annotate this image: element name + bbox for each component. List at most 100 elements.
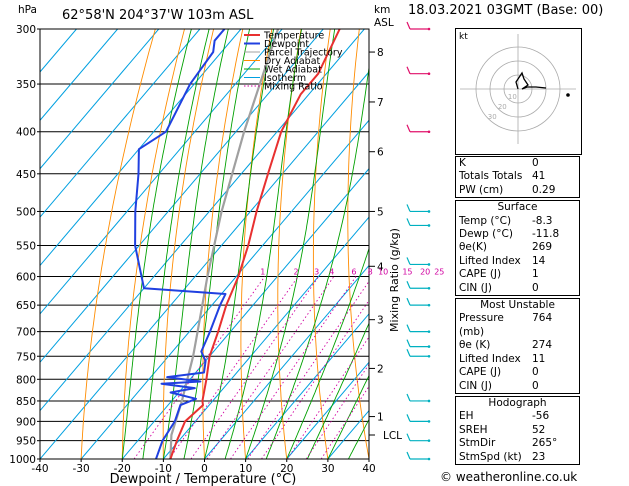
index-value: 41 <box>532 170 546 183</box>
isotherm-line <box>40 29 365 412</box>
index-value: 269 <box>532 241 553 254</box>
wet-adiabat <box>142 29 210 459</box>
index-row: Temp (°C) -8.3 <box>456 215 579 228</box>
hodograph-storm-motion <box>566 93 570 97</box>
km-tick-label: 3 <box>377 315 384 327</box>
wet-adiabat <box>183 29 251 459</box>
mixing-ratio-line <box>305 363 369 459</box>
legend-entry: Isotherm <box>264 73 306 84</box>
copyright: © weatheronline.co.uk <box>440 470 578 484</box>
km-tick-label: 2 <box>377 363 384 375</box>
temperature-line <box>169 29 341 459</box>
index-value: -56 <box>532 410 550 423</box>
km-tick-label: 7 <box>377 97 384 109</box>
dry-adiabat <box>202 29 244 459</box>
wind-barb <box>427 420 431 423</box>
mixing-ratio-labels: 1 2 3 4 6 8 10 15 20 25 <box>260 268 444 277</box>
index-value: 23 <box>532 450 546 463</box>
km-tick-label: 5 <box>377 206 384 218</box>
index-label: StmSpd (kt) <box>459 450 522 463</box>
legend-entry: Dry Adiabat <box>264 56 321 67</box>
index-label: CAPE (J) <box>459 366 502 379</box>
dry-adiabat <box>80 29 156 459</box>
km-tick-label: 4 <box>377 261 384 273</box>
wind-barb <box>406 21 411 30</box>
isotherm-line <box>40 29 119 122</box>
header-location: 62°58'N 204°37'W 103m ASL <box>62 8 254 23</box>
wet-adiabat <box>204 29 275 459</box>
isotherm-line <box>40 29 160 170</box>
temperature-tick-label: -20 <box>114 463 131 475</box>
index-label: CAPE (J) <box>459 268 502 281</box>
index-value: 52 <box>532 423 546 436</box>
wind-barb <box>427 27 431 31</box>
mixing-ratio-line <box>190 276 320 459</box>
index-row: Totals Totals 41 <box>456 170 579 183</box>
index-row: Lifted Index 11 <box>456 353 579 366</box>
wind-barb <box>406 414 411 422</box>
isotherm-line <box>40 29 77 73</box>
wet-adiabat <box>265 64 369 459</box>
wind-barb <box>406 281 411 289</box>
temperature-tick-label: 10 <box>239 463 252 475</box>
parcel-trajectory-line <box>169 29 280 459</box>
hodograph: 10 20 30 kt <box>455 28 582 155</box>
index-value: 1 <box>532 268 539 281</box>
dry-adiabat <box>240 29 273 459</box>
dry-adiabat <box>414 29 452 459</box>
pressure-tick-label: 900 <box>16 416 36 428</box>
most-unstable-title: Most Unstable <box>480 299 555 312</box>
index-row: Dewp (°C) -11.8 <box>456 228 579 241</box>
index-label: θe(K) <box>459 241 487 254</box>
index-value: 0.29 <box>532 183 556 196</box>
index-label: CIN (J) <box>459 281 492 294</box>
index-label: Pressure (mb) <box>459 312 504 338</box>
pressure-tick-label: 300 <box>16 24 36 36</box>
wet-adiabat <box>121 29 192 459</box>
dry-adiabat <box>347 29 369 459</box>
x-axis-label: Dewpoint / Temperature (°C) <box>110 472 297 486</box>
dry-adiabat <box>162 29 215 459</box>
index-label: Temp (°C) <box>459 214 512 227</box>
wet-adiabat <box>224 29 303 459</box>
mixing-ratio-label: 1 <box>260 268 265 277</box>
mixing-ratio-label: 8 <box>368 268 373 277</box>
wind-barb <box>406 339 411 347</box>
pressure-tick-label: 950 <box>16 436 36 448</box>
index-value: 14 <box>532 254 546 267</box>
temperature-tick-label: 0 <box>201 463 208 475</box>
pressure-tick-label: 650 <box>16 300 36 312</box>
wind-barb <box>427 330 431 333</box>
hodograph-trace <box>515 71 547 90</box>
index-row: θe (K) 274 <box>456 339 579 352</box>
index-row: StmDir 265° <box>456 437 579 450</box>
y-axis-label: Mixing Ratio (g/kg) <box>388 228 401 332</box>
temperature-tick-label: -40 <box>31 463 48 475</box>
isotherm-line <box>162 216 369 459</box>
wind-barb <box>427 263 431 266</box>
km-tick-label: 8 <box>377 47 384 59</box>
header-datetime: 18.03.2021 03GMT (Base: 00) <box>408 3 604 18</box>
profiles <box>134 29 341 459</box>
wind-barb <box>406 451 411 460</box>
index-label: θe (K) <box>459 339 491 352</box>
wind-barb <box>406 433 411 441</box>
mixing-ratio-line <box>286 336 369 459</box>
index-row: CAPE (J) 0 <box>456 366 579 379</box>
index-label: PW (cm) <box>459 183 504 196</box>
index-row: Pressure (mb) 764 <box>456 312 579 339</box>
index-value: 265° <box>532 437 558 450</box>
isotherm-line <box>80 119 369 459</box>
index-label: Lifted Index <box>459 352 521 365</box>
pressure-tick-label: 800 <box>16 374 36 386</box>
mixing-ratio-label: 20 <box>420 268 430 277</box>
mixing-ratio-label: 2 <box>294 268 299 277</box>
index-label: EH <box>459 410 474 423</box>
index-value: -8.3 <box>532 214 553 227</box>
isotherm-line <box>286 361 369 459</box>
mixing-ratio-label: 3 <box>314 268 319 277</box>
hodograph-indices-box: Hodograph EH -56 SREH 52 StmDir 265° StmSpd (k… <box>455 395 580 465</box>
